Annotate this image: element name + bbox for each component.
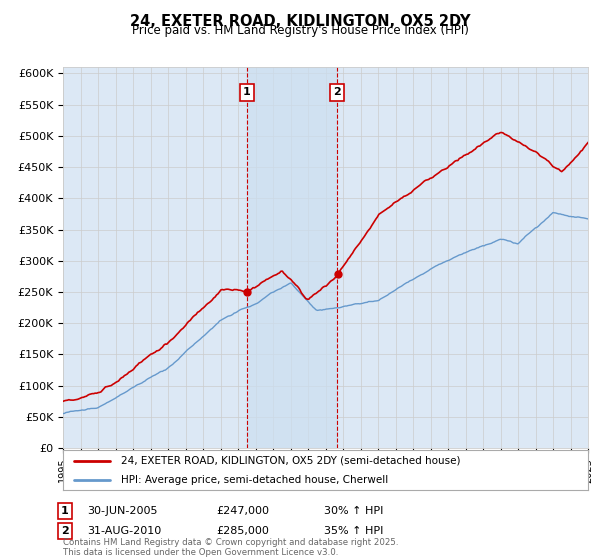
Text: 30-JUN-2005: 30-JUN-2005	[87, 506, 157, 516]
Text: 1: 1	[243, 87, 251, 97]
Text: 24, EXETER ROAD, KIDLINGTON, OX5 2DY: 24, EXETER ROAD, KIDLINGTON, OX5 2DY	[130, 14, 470, 29]
Text: Price paid vs. HM Land Registry's House Price Index (HPI): Price paid vs. HM Land Registry's House …	[131, 24, 469, 37]
Text: 2: 2	[334, 87, 341, 97]
Text: £247,000: £247,000	[216, 506, 269, 516]
Text: £285,000: £285,000	[216, 526, 269, 536]
Text: 24, EXETER ROAD, KIDLINGTON, OX5 2DY (semi-detached house): 24, EXETER ROAD, KIDLINGTON, OX5 2DY (se…	[121, 456, 460, 466]
Text: 31-AUG-2010: 31-AUG-2010	[87, 526, 161, 536]
Text: Contains HM Land Registry data © Crown copyright and database right 2025.
This d: Contains HM Land Registry data © Crown c…	[63, 538, 398, 557]
Bar	[247, 67, 337, 448]
Text: 1: 1	[61, 506, 68, 516]
Text: 2: 2	[61, 526, 68, 536]
Text: 30% ↑ HPI: 30% ↑ HPI	[324, 506, 383, 516]
Text: 35% ↑ HPI: 35% ↑ HPI	[324, 526, 383, 536]
Text: HPI: Average price, semi-detached house, Cherwell: HPI: Average price, semi-detached house,…	[121, 475, 388, 485]
